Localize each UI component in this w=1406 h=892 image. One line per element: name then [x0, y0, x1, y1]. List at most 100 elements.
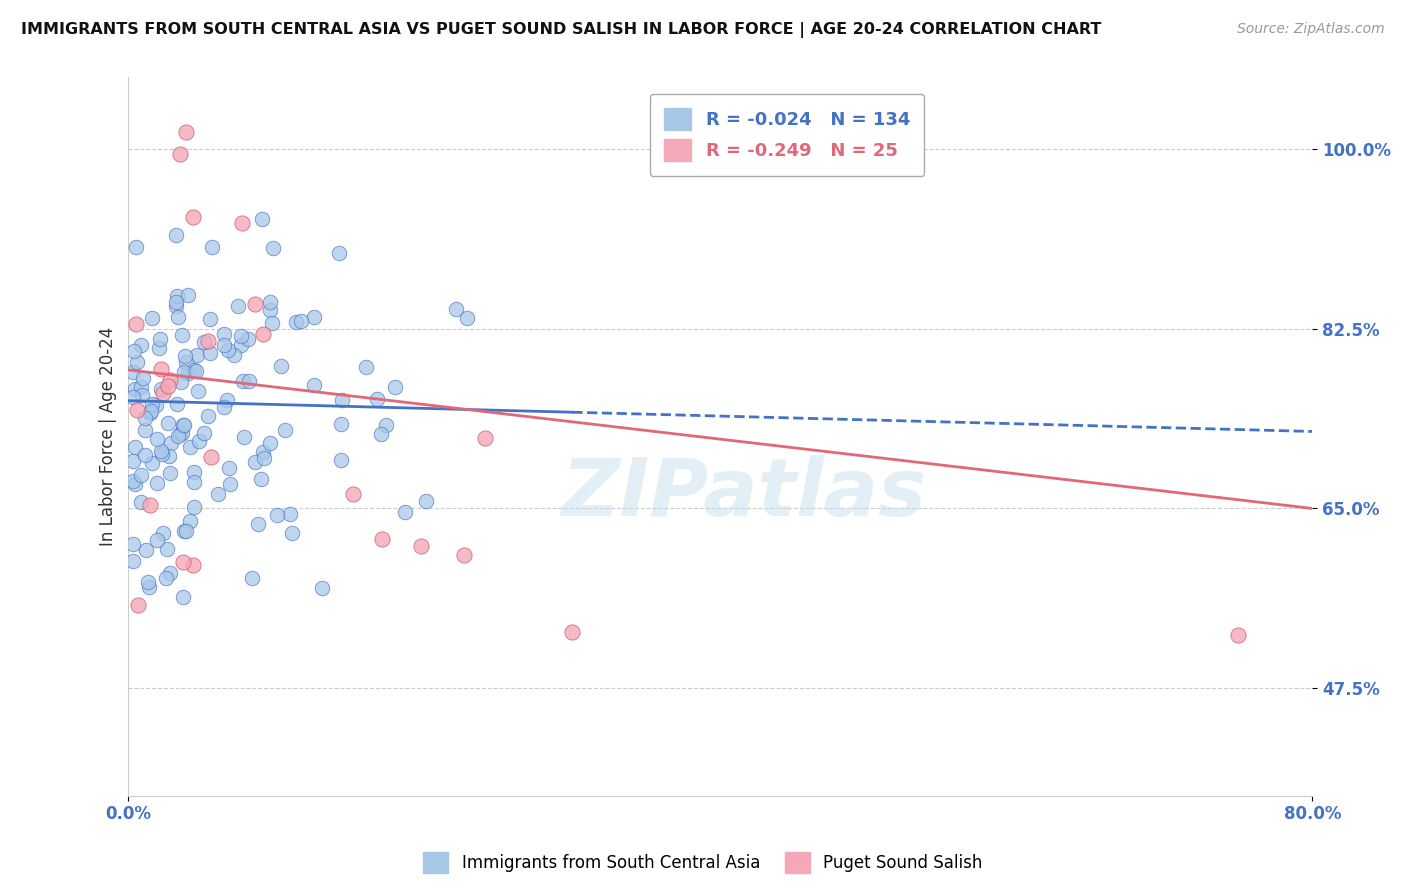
Point — [198, 346, 221, 360]
Point — [141, 311, 163, 326]
Point — [266, 508, 288, 522]
Point — [183, 465, 205, 479]
Point — [304, 377, 326, 392]
Point — [183, 475, 205, 490]
Point — [370, 426, 392, 441]
Point — [129, 467, 152, 482]
Point — [231, 216, 253, 230]
Point — [165, 228, 187, 243]
Point — [159, 466, 181, 480]
Point — [384, 380, 406, 394]
Point — [166, 396, 188, 410]
Point — [212, 326, 235, 341]
Point — [150, 444, 173, 458]
Point — [285, 315, 308, 329]
Point — [131, 371, 153, 385]
Point — [446, 302, 468, 317]
Point — [129, 380, 152, 394]
Point — [330, 453, 353, 467]
Point — [250, 211, 273, 226]
Point — [453, 548, 475, 562]
Point — [233, 430, 256, 444]
Point — [165, 295, 187, 310]
Point — [229, 329, 252, 343]
Point — [174, 354, 197, 368]
Point — [245, 455, 267, 469]
Point — [165, 299, 187, 313]
Point — [152, 385, 174, 400]
Point — [200, 450, 222, 464]
Point — [224, 348, 246, 362]
Point — [181, 210, 204, 224]
Y-axis label: In Labor Force | Age 20-24: In Labor Force | Age 20-24 — [100, 327, 117, 546]
Point — [197, 409, 219, 424]
Point — [170, 375, 193, 389]
Point — [157, 378, 180, 392]
Point — [250, 472, 273, 486]
Point — [173, 418, 195, 433]
Text: ZIPatlas: ZIPatlas — [561, 455, 927, 533]
Point — [394, 505, 416, 519]
Point — [122, 344, 145, 359]
Point — [122, 366, 145, 380]
Point — [173, 524, 195, 538]
Point — [238, 375, 260, 389]
Point — [157, 449, 180, 463]
Point — [302, 310, 325, 325]
Point — [141, 457, 163, 471]
Point — [129, 337, 152, 351]
Point — [354, 360, 377, 375]
Point — [166, 310, 188, 324]
Point — [141, 397, 163, 411]
Point — [148, 341, 170, 355]
Point — [262, 242, 284, 256]
Point — [125, 355, 148, 369]
Point — [124, 440, 146, 454]
Point — [328, 246, 350, 260]
Point — [156, 541, 179, 556]
Point — [122, 554, 145, 568]
Point — [259, 294, 281, 309]
Point — [170, 426, 193, 441]
Point — [131, 388, 153, 402]
Point — [252, 445, 274, 459]
Point — [127, 598, 149, 612]
Point — [200, 240, 222, 254]
Point — [278, 507, 301, 521]
Point — [124, 382, 146, 396]
Point — [172, 418, 194, 433]
Point — [1227, 628, 1250, 642]
Point — [146, 432, 169, 446]
Point — [270, 359, 292, 373]
Point — [259, 436, 281, 450]
Point — [274, 424, 297, 438]
Point — [184, 364, 207, 378]
Point — [219, 476, 242, 491]
Point — [198, 312, 221, 326]
Point — [177, 366, 200, 380]
Point — [197, 334, 219, 348]
Point — [156, 416, 179, 430]
Point — [456, 310, 478, 325]
Point — [146, 533, 169, 547]
Point — [174, 349, 197, 363]
Point — [183, 362, 205, 376]
Point — [170, 328, 193, 343]
Point — [150, 447, 173, 461]
Point — [124, 317, 146, 331]
Point — [311, 581, 333, 595]
Point — [155, 571, 177, 585]
Point — [122, 453, 145, 467]
Text: IMMIGRANTS FROM SOUTH CENTRAL ASIA VS PUGET SOUND SALISH IN LABOR FORCE | AGE 20: IMMIGRANTS FROM SOUTH CENTRAL ASIA VS PU… — [21, 22, 1101, 38]
Point — [159, 566, 181, 580]
Point — [172, 555, 194, 569]
Point — [149, 361, 172, 376]
Point — [129, 495, 152, 509]
Point — [152, 526, 174, 541]
Legend: R = -0.024   N = 134, R = -0.249   N = 25: R = -0.024 N = 134, R = -0.249 N = 25 — [650, 94, 924, 176]
Point — [207, 487, 229, 501]
Point — [252, 326, 274, 341]
Point — [259, 302, 281, 317]
Point — [231, 337, 253, 351]
Point — [160, 436, 183, 450]
